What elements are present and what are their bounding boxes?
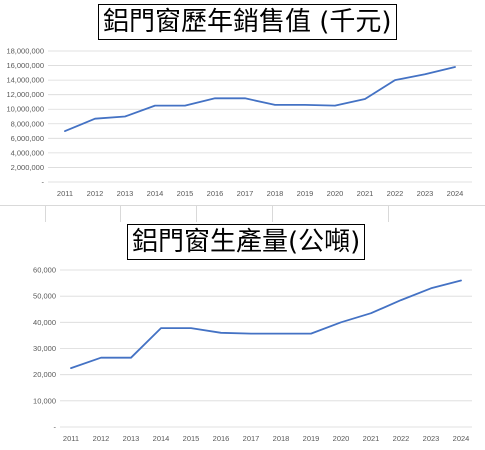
x-tick-label: 2020 bbox=[327, 189, 344, 198]
sales-value-chart: - 2,000,000 4,000,000 6,000,000 8,000,000 10,… bbox=[6, 47, 472, 198]
y-tick-label: 2,000,000 bbox=[11, 163, 44, 172]
x-tick-label: 2024 bbox=[453, 434, 470, 443]
y-tick-label: - bbox=[42, 178, 45, 187]
production-volume-chart-title: 鋁門窗生產量(公噸) bbox=[127, 224, 366, 260]
y-tick-label: 18,000,000 bbox=[6, 47, 44, 56]
series-line bbox=[70, 279, 462, 370]
y-tick-label: 60,000 bbox=[33, 266, 56, 275]
x-tick-label: 2013 bbox=[117, 189, 134, 198]
y-tick-label: 4,000,000 bbox=[11, 148, 44, 157]
x-tick-label: 2022 bbox=[387, 189, 404, 198]
y-tick-label: 14,000,000 bbox=[6, 76, 44, 85]
production-volume-chart-panel: - 10,000 20,000 30,000 40,000 50,000 60,000 201… bbox=[0, 222, 485, 450]
x-tick-label: 2018 bbox=[273, 434, 290, 443]
x-tick-label: 2013 bbox=[123, 434, 140, 443]
x-tick-label: 2017 bbox=[237, 189, 254, 198]
x-tick-label: 2015 bbox=[177, 189, 194, 198]
divider-cell bbox=[388, 206, 389, 222]
x-tick-label: 2012 bbox=[87, 189, 104, 198]
y-tick-label: 12,000,000 bbox=[6, 90, 44, 99]
y-tick-label: 10,000,000 bbox=[6, 105, 44, 114]
x-tick-label: 2016 bbox=[207, 189, 224, 198]
x-tick-label: 2012 bbox=[93, 434, 110, 443]
sheet-divider bbox=[0, 205, 485, 223]
x-tick-label: 2021 bbox=[363, 434, 380, 443]
y-tick-label: 40,000 bbox=[33, 318, 56, 327]
sales-value-chart-panel: - 2,000,000 4,000,000 6,000,000 8,000,000 10,… bbox=[0, 0, 485, 205]
divider-cell bbox=[196, 206, 197, 222]
x-tick-label: 2015 bbox=[183, 434, 200, 443]
x-tick-label: 2022 bbox=[393, 434, 410, 443]
production-volume-chart: - 10,000 20,000 30,000 40,000 50,000 60,000 201… bbox=[33, 266, 472, 443]
x-tick-label: 2023 bbox=[423, 434, 440, 443]
divider-cell bbox=[120, 206, 121, 222]
x-tick-label: 2014 bbox=[147, 189, 164, 198]
sales-value-chart-title: 鋁門窗歷年銷售值 (千元) bbox=[98, 4, 397, 40]
x-tick-label: 2011 bbox=[63, 434, 79, 443]
y-tick-label: 30,000 bbox=[33, 344, 56, 353]
x-tick-label: 2016 bbox=[213, 434, 230, 443]
y-tick-label: 6,000,000 bbox=[11, 134, 44, 143]
x-tick-label: 2020 bbox=[333, 434, 350, 443]
x-tick-label: 2014 bbox=[153, 434, 170, 443]
x-tick-label: 2011 bbox=[57, 189, 73, 198]
x-tick-label: 2023 bbox=[417, 189, 434, 198]
y-tick-label: 16,000,000 bbox=[6, 61, 44, 70]
series-line bbox=[64, 66, 456, 133]
y-tick-label: 10,000 bbox=[33, 396, 56, 405]
x-tick-label: 2021 bbox=[357, 189, 374, 198]
y-tick-label: 8,000,000 bbox=[11, 119, 44, 128]
x-tick-label: 2019 bbox=[303, 434, 320, 443]
x-tick-label: 2024 bbox=[447, 189, 464, 198]
x-tick-label: 2019 bbox=[297, 189, 314, 198]
x-tick-label: 2017 bbox=[243, 434, 260, 443]
divider-cell bbox=[45, 206, 46, 222]
divider-cell bbox=[272, 206, 273, 222]
x-tick-label: 2018 bbox=[267, 189, 284, 198]
y-tick-label: - bbox=[54, 423, 57, 432]
y-tick-label: 50,000 bbox=[33, 292, 56, 301]
y-tick-label: 20,000 bbox=[33, 370, 56, 379]
